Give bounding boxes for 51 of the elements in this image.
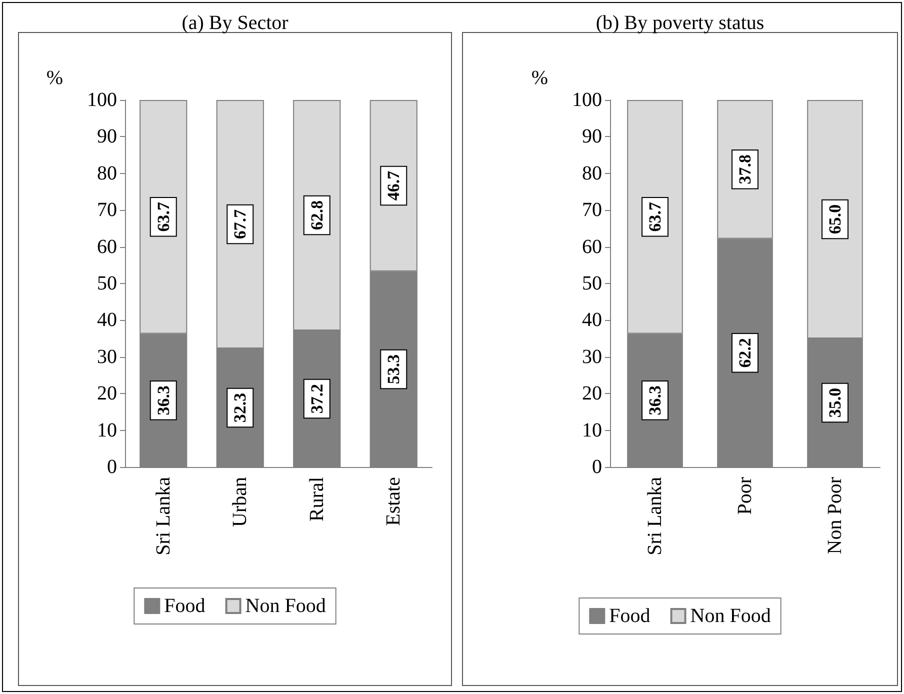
legend-label: Non Food: [245, 595, 326, 617]
data-label: 63.7: [154, 202, 173, 232]
data-label: 67.7: [230, 208, 250, 240]
x-tick-label: Estate: [382, 476, 405, 526]
y-tick-label: 30: [97, 346, 117, 368]
y-tick-label: 50: [97, 272, 117, 294]
x-tick-label: Poor: [734, 476, 756, 515]
y-tick-label: 70: [97, 199, 117, 222]
data-label: 35.0: [826, 388, 844, 418]
y-tick-label: 100: [87, 89, 117, 111]
y-tick-label: 80: [97, 162, 117, 184]
chart-title: (b) By poverty status: [596, 12, 764, 34]
data-label: 36.3: [154, 386, 173, 416]
legend-label: Food: [164, 595, 206, 617]
data-label: 62.8: [307, 200, 326, 230]
data-label: 46.7: [384, 170, 404, 201]
chart-title: (a) By Sector: [182, 12, 289, 34]
y-tick-label: 90: [582, 126, 602, 148]
legend-label: Food: [609, 605, 650, 627]
y-tick-label: 0: [107, 456, 117, 478]
y-tick-label: 20: [97, 382, 117, 405]
y-tick-label: 0: [592, 456, 602, 478]
y-tick-label: 100: [572, 89, 602, 111]
x-tick-label: Rural: [306, 476, 328, 522]
x-tick-label: Non Poor: [824, 476, 846, 554]
data-label: 53.3: [384, 354, 404, 384]
legend-label: Non Food: [690, 605, 771, 627]
x-tick-label: Sri Lanka: [644, 476, 666, 556]
y-tick-label: 10: [582, 419, 602, 442]
y-tick-label: 10: [97, 419, 117, 442]
y-tick-label: 70: [582, 199, 602, 222]
data-label: 36.3: [646, 386, 664, 416]
data-label: 37.8: [736, 154, 754, 184]
y-tick-label: 90: [97, 126, 117, 148]
data-label: 65.0: [826, 204, 844, 234]
data-label: 37.2: [307, 384, 326, 414]
y-tick-label: 60: [97, 236, 117, 258]
y-axis-title: %: [531, 67, 548, 89]
x-tick-label: Urban: [229, 477, 252, 527]
data-label: 62.2: [736, 338, 754, 368]
y-tick-label: 50: [582, 272, 602, 294]
y-tick-label: 40: [97, 309, 117, 332]
y-tick-label: 30: [582, 346, 602, 368]
y-axis-title: %: [46, 67, 63, 89]
y-tick-label: 80: [582, 162, 602, 184]
y-tick-label: 40: [582, 309, 602, 332]
data-label: 32.3: [230, 392, 250, 423]
x-tick-label: Sri Lanka: [152, 476, 174, 556]
y-tick-label: 20: [582, 382, 602, 405]
y-tick-label: 60: [582, 236, 602, 258]
data-label: 63.7: [646, 202, 664, 232]
